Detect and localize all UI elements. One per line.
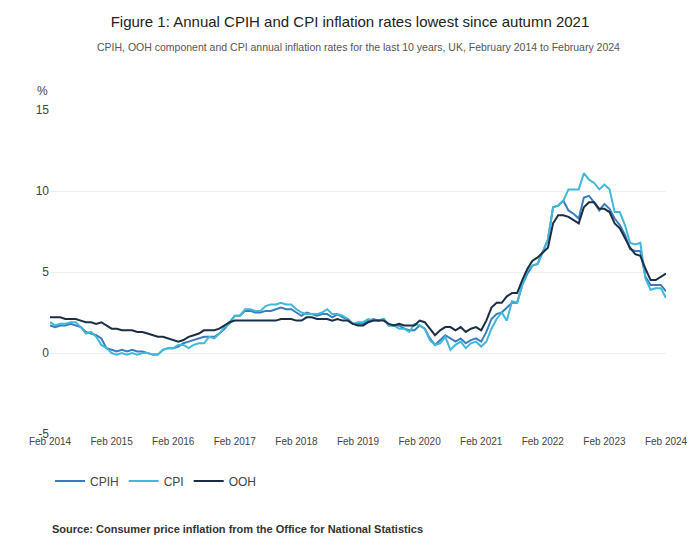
svg-text:Feb 2017: Feb 2017	[214, 436, 257, 447]
svg-text:CPIH, OOH component and CPI an: CPIH, OOH component and CPI annual infla…	[97, 41, 620, 53]
svg-text:Feb 2022: Feb 2022	[522, 436, 565, 447]
svg-text:Source: Consumer price inflati: Source: Consumer price inflation from th…	[52, 523, 423, 535]
svg-text:Feb 2018: Feb 2018	[275, 436, 318, 447]
svg-text:Feb 2023: Feb 2023	[583, 436, 626, 447]
svg-text:0: 0	[42, 346, 49, 360]
svg-text:15: 15	[36, 103, 50, 117]
svg-text:Feb 2019: Feb 2019	[337, 436, 380, 447]
svg-text:%: %	[37, 84, 48, 98]
svg-text:Feb 2024: Feb 2024	[645, 436, 688, 447]
svg-text:Feb 2015: Feb 2015	[90, 436, 133, 447]
svg-text:CPIH: CPIH	[90, 475, 119, 489]
svg-text:10: 10	[36, 184, 50, 198]
svg-text:Feb 2021: Feb 2021	[460, 436, 503, 447]
svg-text:Feb 2020: Feb 2020	[398, 436, 441, 447]
svg-text:5: 5	[42, 265, 49, 279]
svg-text:OOH: OOH	[229, 475, 256, 489]
svg-text:Figure 1: Annual CPIH and CPI: Figure 1: Annual CPIH and CPI inflation …	[111, 13, 590, 30]
svg-text:CPI: CPI	[164, 475, 184, 489]
svg-text:-5: -5	[38, 427, 49, 441]
svg-text:Feb 2016: Feb 2016	[152, 436, 195, 447]
svg-text:Feb 2014: Feb 2014	[29, 436, 72, 447]
